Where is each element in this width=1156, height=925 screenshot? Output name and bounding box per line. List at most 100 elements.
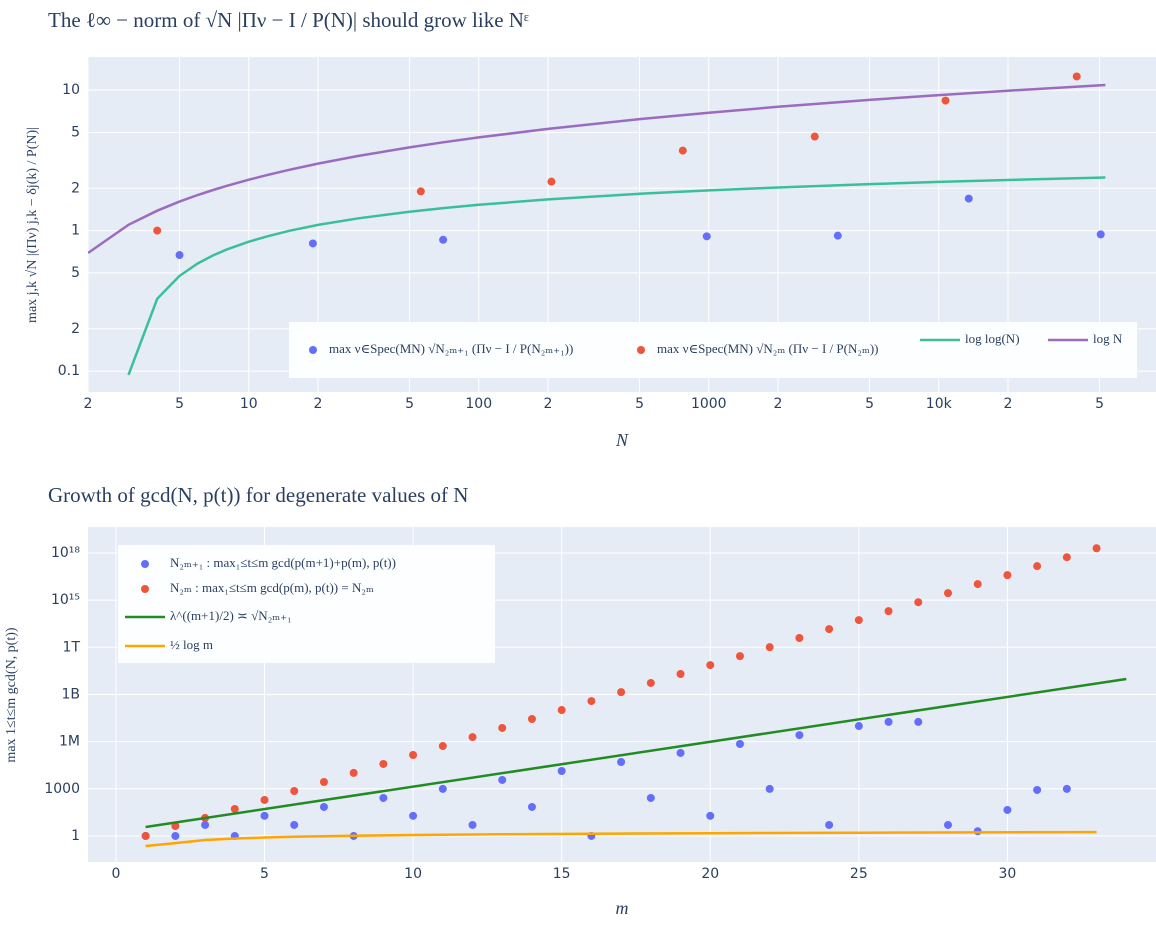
data-point [201, 820, 210, 829]
data-point [557, 767, 566, 776]
data-point [735, 740, 744, 749]
data-point [810, 132, 819, 141]
y-tick-label: 1T [63, 639, 81, 655]
data-point [1033, 785, 1042, 794]
plot-layer [88, 72, 1106, 376]
data-point [617, 688, 626, 697]
legend-marker [309, 346, 317, 354]
x-tick-label: 5 [405, 396, 414, 412]
data-point [1062, 553, 1071, 562]
data-point [795, 634, 804, 643]
data-point [825, 625, 834, 634]
y-tick-label: 2 [71, 321, 80, 337]
x-tick-label: 2 [774, 396, 783, 412]
data-point [943, 820, 952, 829]
data-point [706, 661, 715, 670]
data-line [88, 83, 1106, 255]
x-tick-label: 10 [404, 866, 422, 882]
data-point [175, 251, 184, 260]
x-tick-label: 25 [850, 866, 868, 882]
x-tick-label: 30 [999, 866, 1017, 882]
x-tick-label: 10k [926, 396, 953, 412]
legend-label: N₂ₘ : max₁≤t≤m gcd(p(m), p(t)) = N₂ₘ [170, 580, 374, 595]
y-tick-label: 1 [71, 828, 80, 844]
data-point [498, 775, 507, 784]
data-point [547, 177, 556, 186]
data-point [735, 652, 744, 661]
y-axis-label: max 1≤t≤m gcd(N, p(t)) [4, 627, 19, 762]
data-point [438, 742, 447, 751]
data-line [145, 830, 1097, 848]
data-point [141, 831, 150, 840]
data-point [527, 714, 536, 723]
data-point [1033, 562, 1042, 571]
legend-marker [141, 585, 149, 593]
data-point [498, 723, 507, 732]
data-point [290, 820, 299, 829]
data-point [171, 831, 180, 840]
data-point [527, 802, 536, 811]
data-point [416, 187, 425, 196]
legend-label: log N [1093, 331, 1123, 346]
legend-label: log log(N) [965, 331, 1020, 346]
data-point [964, 194, 973, 203]
data-point [676, 670, 685, 679]
x-tick-label: 2 [544, 396, 553, 412]
data-point [349, 768, 358, 777]
data-point [1092, 544, 1101, 553]
x-axis-label: N [615, 430, 629, 450]
legend-marker [637, 346, 645, 354]
y-tick-label: 1M [59, 734, 80, 750]
data-point [678, 146, 687, 155]
x-tick-label: 0 [111, 866, 120, 882]
data-point [854, 722, 863, 731]
legend-marker [141, 560, 149, 568]
data-point [706, 811, 715, 820]
data-point [973, 580, 982, 589]
data-point [646, 793, 655, 802]
data-point [557, 706, 566, 715]
data-point [468, 820, 477, 829]
y-tick-label: 5 [71, 265, 80, 281]
data-point [1072, 72, 1081, 81]
x-tick-label: 2 [84, 396, 93, 412]
data-point [825, 820, 834, 829]
x-tick-label: 2 [314, 396, 323, 412]
data-line [145, 677, 1127, 829]
x-tick-label: 5 [1095, 396, 1104, 412]
data-point [319, 778, 328, 787]
x-tick-label: 100 [465, 396, 492, 412]
data-point [765, 643, 774, 652]
data-point [379, 793, 388, 802]
y-axis-label: max j,k √N |(Πν) j,k − δj(k) / P(N)| [25, 127, 40, 323]
data-line [127, 176, 1106, 376]
data-point [676, 748, 685, 757]
data-point [439, 235, 448, 244]
data-point [260, 811, 269, 820]
legend-label: λ^((m+1)/2) ≍ √N₂ₘ₊₁ [170, 608, 292, 623]
data-point [646, 678, 655, 687]
chart-title: The ℓ∞ − norm of √N |Πν − I / P(N)| shou… [48, 8, 529, 32]
x-tick-label: 1000 [691, 396, 727, 412]
chart-title: Growth of gcd(N, p(t)) for degenerate va… [48, 483, 468, 507]
y-tick-label: 2 [71, 180, 80, 196]
data-point [702, 232, 711, 241]
x-axis-label: m [616, 898, 629, 918]
legend-label: max ν∈Spec(MN) √N₂ₘ (Πν − I / P(N₂ₘ)) [657, 341, 879, 356]
x-tick-label: 5 [865, 396, 874, 412]
data-point [617, 757, 626, 766]
data-point [914, 598, 923, 607]
data-point [1062, 784, 1071, 793]
data-point [290, 786, 299, 795]
legend-label: max ν∈Spec(MN) √N₂ₘ₊₁ (Πν − I / P(N₂ₘ₊₁)… [329, 341, 573, 356]
legend-box [118, 545, 495, 663]
data-point [260, 795, 269, 804]
data-point [1096, 230, 1105, 239]
y-tick-label: 5 [71, 124, 80, 140]
data-point [943, 589, 952, 598]
legend-label: N₂ₘ₊₁ : max₁≤t≤m gcd(p(m+1)+p(m), p(t)) [170, 555, 396, 570]
data-point [914, 717, 923, 726]
y-tick-label: 10¹⁵ [51, 592, 80, 608]
data-point [854, 616, 863, 625]
